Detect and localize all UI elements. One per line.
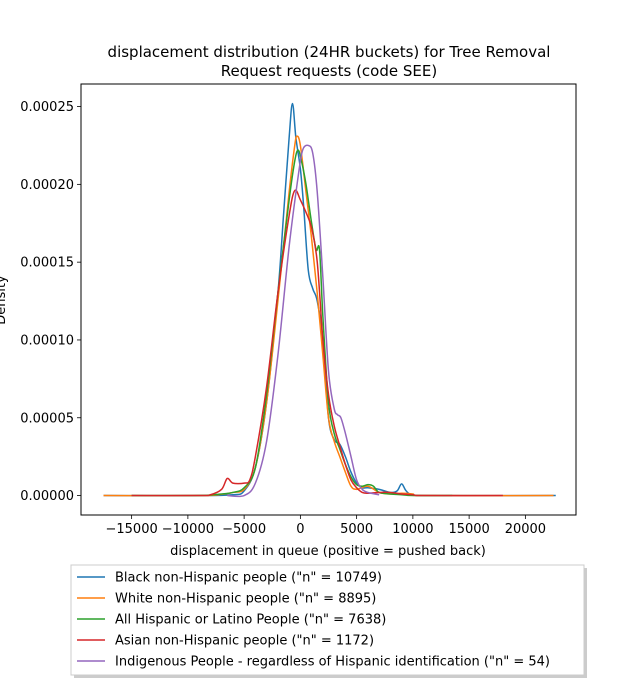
series-line-5 (227, 144, 380, 498)
y-tick-label: 0.00000 (20, 489, 74, 504)
plot-lines (103, 102, 556, 498)
series-line-2 (103, 135, 554, 497)
x-tick-label: 5000 (340, 522, 373, 537)
y-tick-label: 0.00025 (20, 100, 74, 115)
x-axis-ticks: −15000 −10000 −5000 0 5000 10000 15000 20000 (106, 515, 546, 537)
series-line-1 (103, 102, 556, 497)
legend-label-5: Indigenous People - regardless of Hispan… (115, 655, 550, 670)
x-tick-label: −5000 (222, 522, 266, 537)
y-axis-label: Density (0, 275, 9, 325)
plot-frame (80, 83, 577, 516)
series-line-3 (131, 149, 453, 497)
legend-label-3: All Hispanic or Latino People ("n" = 763… (115, 613, 386, 628)
chart-title-line-2: Request requests (code SEE) (221, 62, 437, 80)
legend-label-2: White non-Hispanic people ("n" = 8895) (115, 592, 376, 607)
legend-label-4: Asian non-Hispanic people ("n" = 1172) (115, 634, 374, 649)
x-tick-label: 20000 (505, 522, 546, 537)
legend: Black non-Hispanic people ("n" = 10749) W… (70, 564, 587, 678)
x-tick-label: 0 (296, 522, 304, 537)
x-tick-label: −10000 (162, 522, 214, 537)
x-tick-label: 15000 (448, 522, 489, 537)
y-axis-ticks: 0.00000 0.00005 0.00010 0.00015 0.00020 0.000… (20, 100, 81, 504)
y-tick-label: 0.00005 (20, 411, 74, 426)
chart-title-line-1: displacement distribution (24HR buckets)… (108, 43, 551, 61)
x-axis-label: displacement in queue (positive = pushed… (170, 544, 486, 559)
y-tick-label: 0.00020 (20, 178, 74, 193)
legend-box (70, 564, 585, 676)
series-line-4 (131, 189, 503, 497)
x-tick-label: −15000 (106, 522, 158, 537)
legend-entries: Black non-Hispanic people ("n" = 10749) W… (77, 571, 550, 670)
x-tick-label: 10000 (392, 522, 433, 537)
legend-label-1: Black non-Hispanic people ("n" = 10749) (115, 571, 382, 586)
y-tick-label: 0.00010 (20, 333, 74, 348)
y-tick-label: 0.00015 (20, 256, 74, 271)
